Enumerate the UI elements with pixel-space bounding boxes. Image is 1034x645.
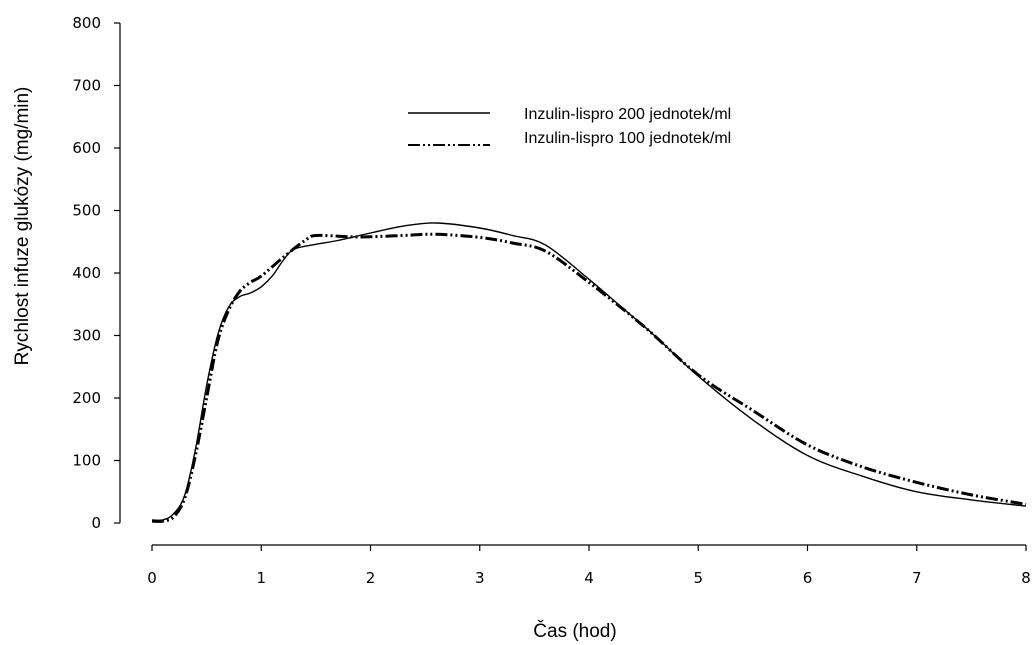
x-tick-label: 6 <box>803 569 813 587</box>
series-line-200 <box>151 222 1027 522</box>
y-tick-label: 200 <box>72 389 101 407</box>
x-tick-label: 2 <box>366 569 376 587</box>
x-tick-label: 1 <box>256 569 266 587</box>
y-tick-label: 100 <box>72 452 101 470</box>
series-line-100 <box>151 232 1027 523</box>
x-tick-label: 7 <box>912 569 922 587</box>
legend-label-100: Inzulin-lispro 100 jednotek/ml <box>524 130 731 147</box>
x-tick-label: 5 <box>693 569 703 587</box>
y-tick-label: 800 <box>72 14 101 32</box>
y-axis-title: Rychlost infuze glukózy (mg/min) <box>12 87 33 366</box>
y-axis-ticks: 0 100 200 300 400 500 600 700 800 <box>72 14 120 532</box>
x-tick-label: 3 <box>475 569 485 587</box>
y-tick-label: 300 <box>72 327 101 345</box>
y-tick-label: 0 <box>91 514 101 532</box>
series-layer <box>151 222 1027 523</box>
legend-label-200: Inzulin-lispro 200 jednotek/ml <box>524 106 731 123</box>
y-tick-label: 700 <box>72 77 101 95</box>
x-tick-label: 8 <box>1021 569 1031 587</box>
y-tick-label: 400 <box>72 264 101 282</box>
legend: Inzulin-lispro 200 jednotek/ml Inzulin-l… <box>408 106 731 147</box>
axes: 0 100 200 300 400 500 600 700 800 0 1 2 3 4 5 6 7 8 <box>72 14 1030 587</box>
y-tick-label: 500 <box>72 202 101 220</box>
y-tick-label: 600 <box>72 139 101 157</box>
x-axis-title: Čas (hod) <box>533 620 616 642</box>
x-axis-ticks: 0 1 2 3 4 5 6 7 8 <box>147 545 1031 587</box>
x-tick-label: 4 <box>584 569 594 587</box>
x-tick-label: 0 <box>147 569 157 587</box>
